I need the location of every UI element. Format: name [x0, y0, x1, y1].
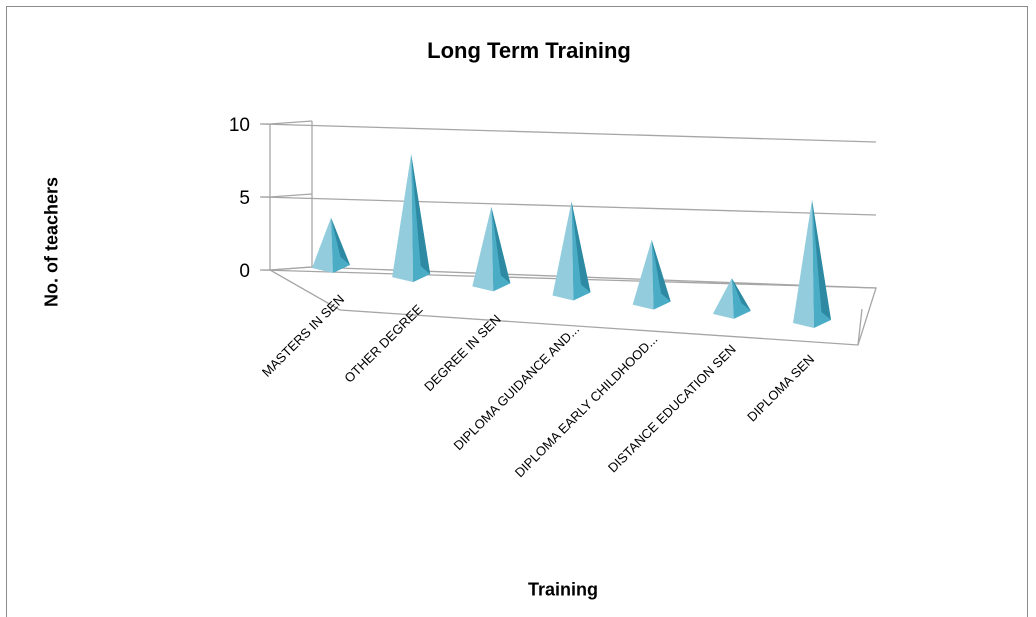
- pyramid-face-left: [312, 217, 333, 273]
- pyramid-bar: [712, 278, 751, 319]
- chart-title: Long Term Training: [427, 38, 631, 63]
- pyramid-bar: [552, 201, 591, 301]
- pyramid-face-back: [491, 206, 511, 284]
- pyramid-face-back: [651, 239, 671, 302]
- floor-edge: [857, 308, 863, 346]
- side-gridline: [269, 120, 313, 125]
- pyramid-face-back: [731, 278, 751, 311]
- pyramid-bar: [392, 153, 431, 283]
- y-tick-label: 10: [229, 115, 250, 136]
- pyramid-bar: [632, 239, 671, 310]
- pyramid-bar: [793, 199, 831, 328]
- pyramid-bar: [312, 217, 350, 273]
- floor: [267, 266, 877, 346]
- y-tick-label: 0: [239, 261, 250, 282]
- pyramid-face-back: [331, 217, 350, 265]
- chart-frame: [6, 6, 1028, 617]
- category-label: DEGREE IN SEN: [421, 312, 504, 395]
- pyramid-face-left: [392, 153, 414, 283]
- pyramid-face-left: [472, 206, 494, 292]
- category-label: DIPLOMA SEN: [744, 352, 817, 425]
- category-label: DIPLOMA EARLY CHILDHOOD...: [512, 332, 661, 481]
- gridline: [261, 123, 877, 143]
- pyramid-face-left: [552, 201, 574, 301]
- pyramid-face-back: [411, 153, 431, 275]
- gridline: [261, 196, 877, 216]
- x-axis-label: Training: [527, 579, 599, 600]
- y-tick-label: 5: [239, 188, 250, 209]
- pyramid-face-left: [712, 278, 734, 319]
- pyramid-face-back: [571, 201, 591, 293]
- pyramid-bar: [472, 206, 511, 292]
- pyramid-face-back: [812, 199, 831, 320]
- side-gridline: [269, 193, 313, 198]
- category-label: MASTERS IN SEN: [259, 292, 347, 380]
- pyramid-face-left: [632, 239, 654, 310]
- pyramid-face-left: [793, 199, 814, 328]
- category-label: OTHER DEGREE: [341, 301, 425, 385]
